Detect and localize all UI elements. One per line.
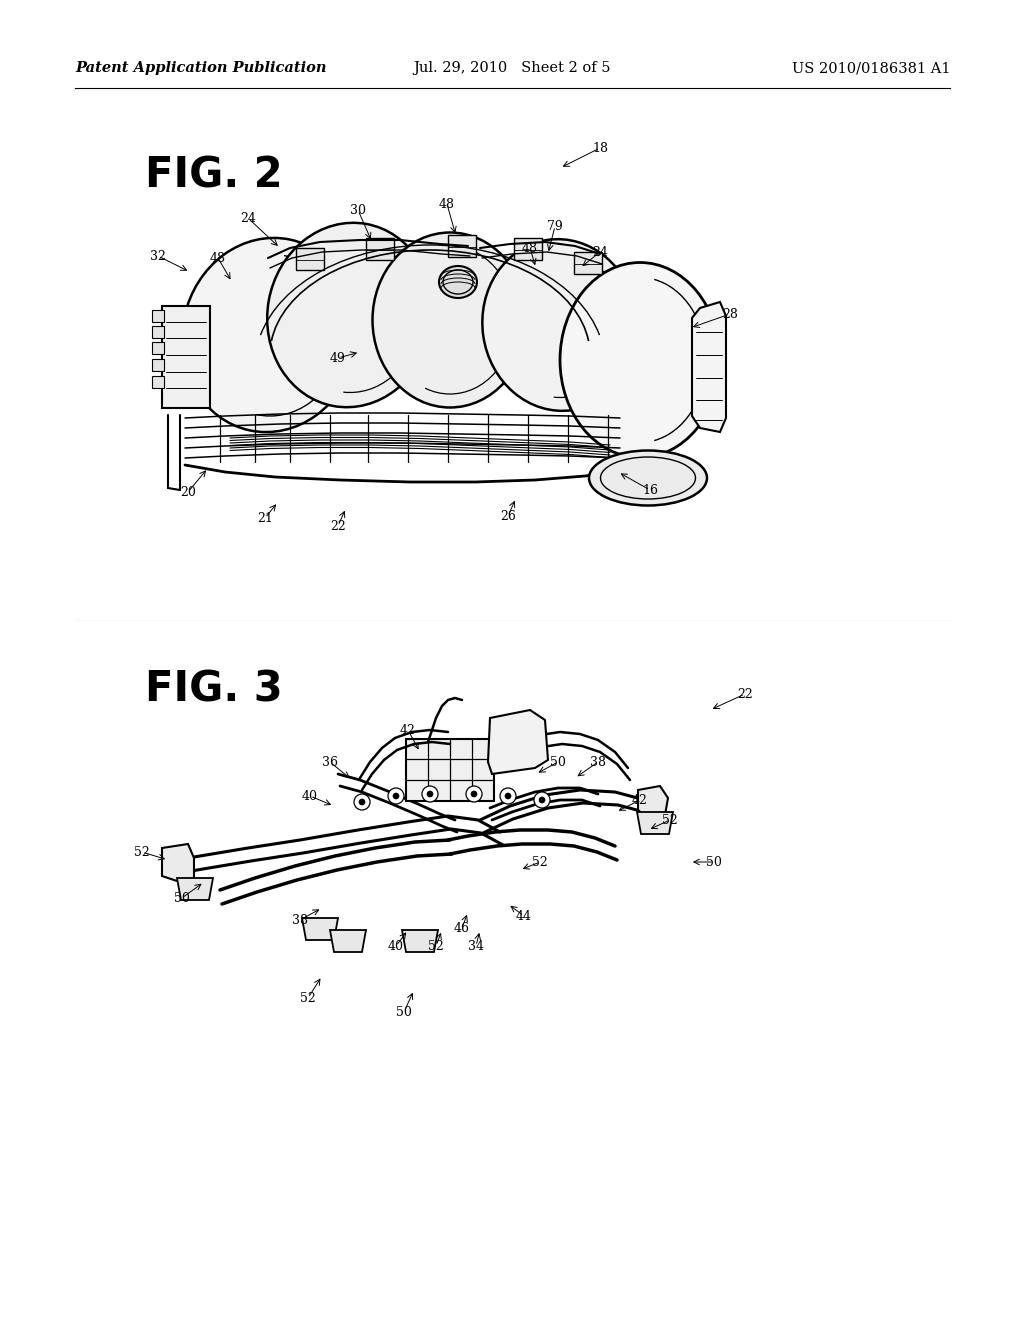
Circle shape (422, 785, 438, 803)
Polygon shape (638, 785, 668, 818)
Polygon shape (162, 306, 210, 408)
Text: 40: 40 (388, 940, 404, 953)
Text: 22: 22 (330, 520, 346, 532)
Circle shape (393, 793, 399, 799)
Text: 16: 16 (642, 483, 658, 496)
Polygon shape (488, 710, 548, 774)
Text: 24: 24 (240, 211, 256, 224)
Text: 52: 52 (300, 991, 315, 1005)
Text: 38: 38 (590, 755, 606, 768)
Text: 46: 46 (454, 921, 470, 935)
Text: 22: 22 (737, 688, 753, 701)
Ellipse shape (482, 239, 638, 411)
Circle shape (505, 793, 511, 799)
Text: 18: 18 (592, 141, 608, 154)
Ellipse shape (182, 238, 358, 432)
Polygon shape (296, 248, 324, 271)
Text: 24: 24 (592, 246, 608, 259)
Text: Jul. 29, 2010   Sheet 2 of 5: Jul. 29, 2010 Sheet 2 of 5 (414, 61, 610, 75)
Text: 50: 50 (550, 755, 566, 768)
Text: 28: 28 (722, 308, 738, 321)
Polygon shape (574, 252, 602, 275)
Text: 50: 50 (396, 1006, 412, 1019)
Polygon shape (152, 342, 164, 354)
Ellipse shape (373, 232, 527, 408)
Text: 48: 48 (210, 252, 226, 264)
Polygon shape (514, 238, 542, 260)
Polygon shape (302, 917, 338, 940)
Text: FIG. 2: FIG. 2 (145, 154, 283, 195)
Text: 52: 52 (428, 940, 443, 953)
Text: 20: 20 (180, 486, 196, 499)
Polygon shape (177, 878, 213, 900)
Polygon shape (152, 359, 164, 371)
Text: 48: 48 (439, 198, 455, 210)
Text: Patent Application Publication: Patent Application Publication (75, 61, 327, 75)
Polygon shape (402, 931, 438, 952)
Text: 50: 50 (707, 855, 722, 869)
Circle shape (500, 788, 516, 804)
Text: 38: 38 (292, 913, 308, 927)
Polygon shape (449, 235, 476, 257)
Polygon shape (152, 376, 164, 388)
Text: 26: 26 (500, 510, 516, 523)
Text: US 2010/0186381 A1: US 2010/0186381 A1 (792, 61, 950, 75)
Polygon shape (162, 843, 194, 882)
Ellipse shape (439, 267, 477, 298)
Circle shape (539, 797, 545, 803)
Polygon shape (406, 739, 494, 801)
Circle shape (534, 792, 550, 808)
Text: 42: 42 (400, 723, 416, 737)
Circle shape (471, 791, 477, 797)
Polygon shape (366, 238, 394, 260)
Text: 42: 42 (632, 793, 648, 807)
Ellipse shape (560, 263, 720, 458)
Ellipse shape (267, 223, 433, 407)
Text: 44: 44 (516, 909, 532, 923)
Text: 36: 36 (322, 755, 338, 768)
Polygon shape (692, 302, 726, 432)
Text: 32: 32 (151, 249, 166, 263)
Text: 21: 21 (257, 511, 273, 524)
Text: FIG. 3: FIG. 3 (145, 669, 283, 711)
Polygon shape (152, 310, 164, 322)
Text: 79: 79 (547, 219, 563, 232)
Text: 49: 49 (330, 351, 346, 364)
Circle shape (354, 795, 370, 810)
Text: 40: 40 (302, 789, 318, 803)
Text: 48: 48 (522, 242, 538, 255)
Circle shape (427, 791, 433, 797)
Text: 34: 34 (468, 940, 484, 953)
Text: 50: 50 (174, 891, 189, 904)
Text: 52: 52 (532, 855, 548, 869)
Circle shape (359, 799, 365, 805)
Circle shape (466, 785, 482, 803)
Ellipse shape (589, 450, 707, 506)
Text: 30: 30 (350, 203, 366, 216)
Polygon shape (637, 812, 673, 834)
Polygon shape (152, 326, 164, 338)
Circle shape (388, 788, 404, 804)
Text: 52: 52 (134, 846, 150, 858)
Polygon shape (330, 931, 366, 952)
Text: 52: 52 (663, 813, 678, 826)
